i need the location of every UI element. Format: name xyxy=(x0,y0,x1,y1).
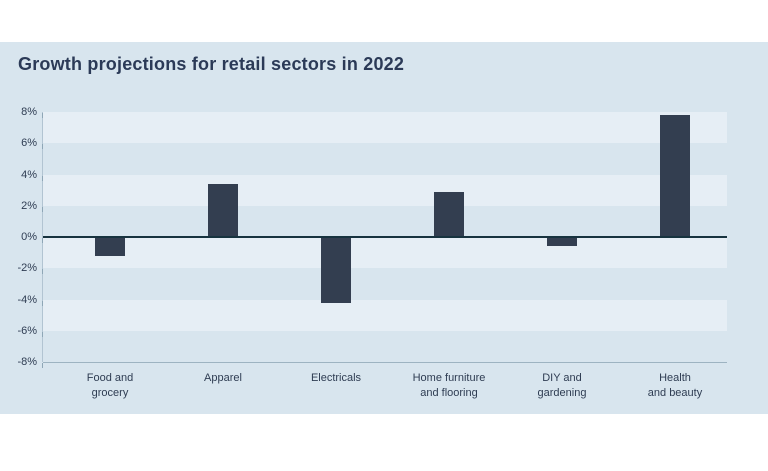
y-axis-tick xyxy=(42,300,43,306)
grid-band xyxy=(43,299,727,331)
bar-food-and-grocery xyxy=(95,237,125,256)
grid-band xyxy=(43,112,727,144)
x-axis-label-health-and-beauty: Health and beauty xyxy=(610,371,740,401)
y-axis-tick-label: 6% xyxy=(21,137,37,150)
y-axis-tick xyxy=(42,331,43,337)
chart-title: Growth projections for retail sectors in… xyxy=(18,54,405,74)
x-axis-label-apparel: Apparel xyxy=(158,371,288,386)
y-axis-tick-label: 8% xyxy=(21,106,37,118)
x-axis-label-line: gardening xyxy=(537,387,587,399)
zero-axis-line xyxy=(43,236,727,238)
y-axis-tick xyxy=(42,238,43,243)
x-axis-label-line: Apparel xyxy=(204,372,242,384)
y-axis-tick-label: -6% xyxy=(17,324,37,337)
y-axis-tick xyxy=(42,144,43,150)
bar-electricals xyxy=(321,237,351,303)
x-axis-label-line: Electricals xyxy=(310,372,362,384)
y-axis-tick-label: 2% xyxy=(21,199,37,212)
x-axis-label-home-furniture-and-flooring: Home furniture and flooring xyxy=(384,371,514,401)
bar-apparel xyxy=(208,183,238,237)
x-axis-line xyxy=(43,362,727,363)
y-axis-tick-label: -4% xyxy=(17,293,37,306)
y-axis-tick-label: 0% xyxy=(21,231,37,243)
x-axis-label-line: grocery xyxy=(91,387,129,399)
y-axis-tick xyxy=(42,113,43,118)
grid-band xyxy=(43,174,727,206)
y-axis-tick xyxy=(42,363,43,368)
x-axis-label-line: Home furniture xyxy=(412,372,486,384)
bar-diy-and-gardening xyxy=(547,237,577,247)
x-axis-label-diy-and-gardening: DIY and gardening xyxy=(497,371,627,401)
y-axis-tick-label: -8% xyxy=(17,356,37,368)
y-axis-tick xyxy=(42,269,43,275)
x-axis-label-line: Food and xyxy=(86,372,134,384)
x-axis-label-food-and-grocery: Food and grocery xyxy=(45,371,175,401)
y-axis-tick xyxy=(42,175,43,181)
x-axis-label-line: DIY and xyxy=(542,372,582,384)
y-axis-tick xyxy=(42,206,43,212)
grid-band xyxy=(43,237,727,269)
x-axis-label-line: Health xyxy=(659,372,691,384)
bar-health-and-beauty xyxy=(660,115,690,237)
x-axis-label-line: and beauty xyxy=(647,387,703,399)
x-axis-label-line: and flooring xyxy=(420,387,478,399)
y-axis-tick-label: 4% xyxy=(21,168,37,181)
bar-home-furniture-and-flooring xyxy=(434,191,464,237)
bar-chart-panel: Growth projections for retail sectors in… xyxy=(0,42,768,414)
y-axis-tick-label: -2% xyxy=(17,262,37,275)
y-axis-line xyxy=(42,112,43,362)
x-axis-label-electricals: Electricals xyxy=(271,371,401,386)
